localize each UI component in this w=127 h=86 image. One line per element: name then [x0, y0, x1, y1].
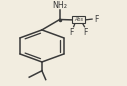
Text: F: F: [70, 28, 74, 37]
Text: F: F: [94, 15, 98, 24]
FancyBboxPatch shape: [72, 16, 85, 23]
Text: NH₂: NH₂: [52, 1, 67, 10]
Text: F: F: [84, 28, 88, 37]
Text: Abs: Abs: [74, 17, 83, 22]
